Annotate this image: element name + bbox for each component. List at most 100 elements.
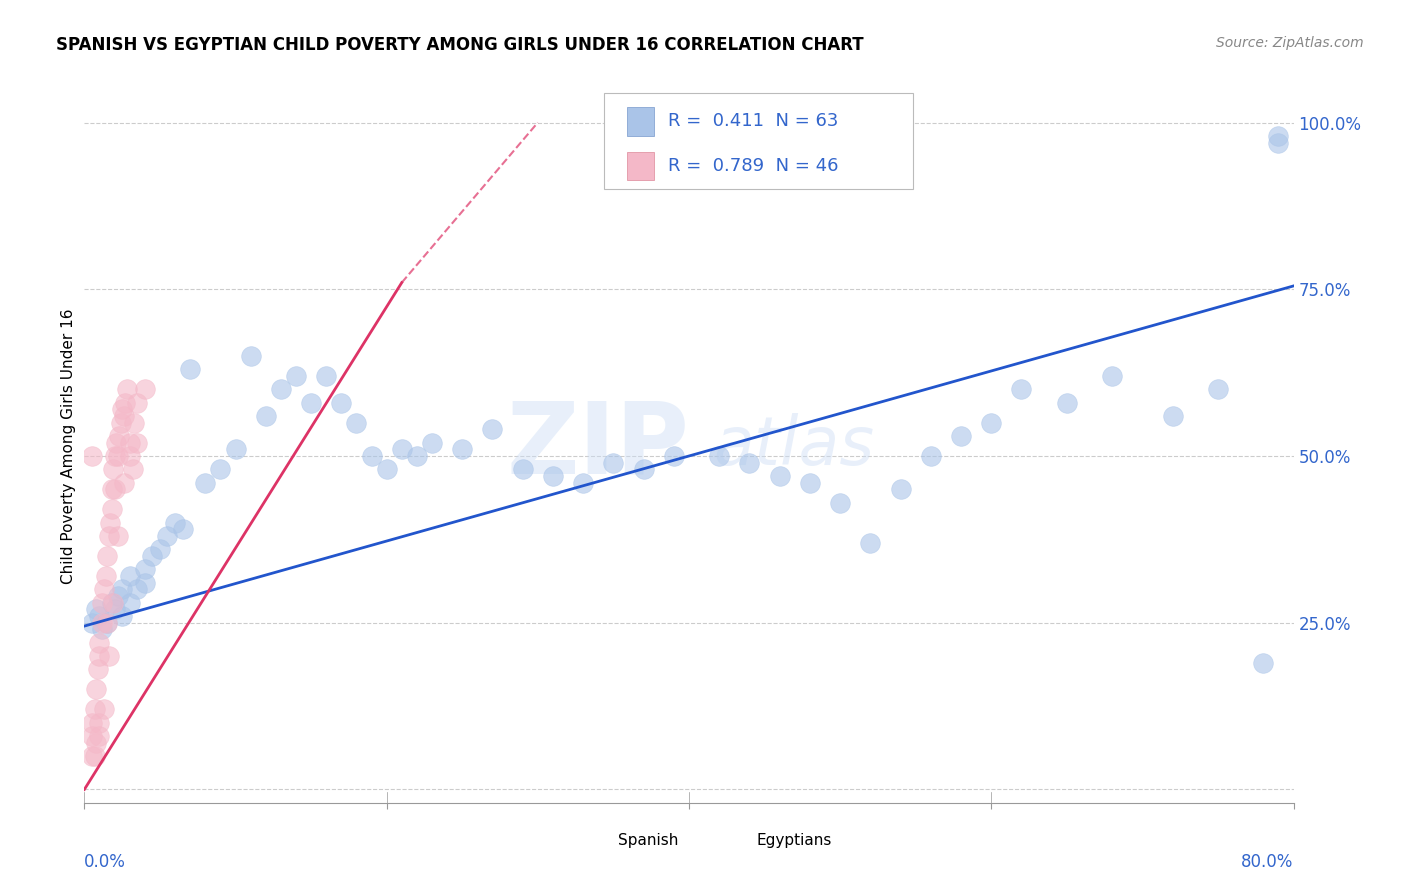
Point xyxy=(134,382,156,396)
Point xyxy=(80,715,103,730)
Point xyxy=(115,382,138,396)
Point xyxy=(1206,382,1229,396)
Point xyxy=(141,549,163,563)
Point xyxy=(1011,382,1033,396)
Point xyxy=(1267,128,1289,143)
Y-axis label: Child Poverty Among Girls Under 16: Child Poverty Among Girls Under 16 xyxy=(60,309,76,583)
Point xyxy=(94,569,117,583)
Point xyxy=(105,435,128,450)
Point xyxy=(101,596,124,610)
Point xyxy=(80,449,103,463)
Point xyxy=(97,649,120,664)
Point xyxy=(633,462,655,476)
Point xyxy=(89,636,111,650)
Point xyxy=(93,582,115,597)
FancyBboxPatch shape xyxy=(586,826,607,849)
Point xyxy=(89,729,111,743)
Point xyxy=(100,502,122,516)
Point xyxy=(100,483,122,497)
Point xyxy=(122,416,145,430)
FancyBboxPatch shape xyxy=(627,107,654,136)
Point xyxy=(769,469,792,483)
Point xyxy=(80,729,103,743)
FancyBboxPatch shape xyxy=(627,152,654,180)
Point xyxy=(980,416,1002,430)
Point xyxy=(112,475,135,490)
Point xyxy=(96,549,118,563)
Point xyxy=(87,662,110,676)
Point xyxy=(89,715,111,730)
Point xyxy=(1161,409,1184,423)
Point xyxy=(254,409,277,423)
Point xyxy=(101,462,124,476)
Point xyxy=(86,736,108,750)
Point xyxy=(104,449,127,463)
Point xyxy=(920,449,942,463)
Point xyxy=(93,702,115,716)
Text: Spanish: Spanish xyxy=(617,833,678,848)
Point xyxy=(156,529,179,543)
Point xyxy=(662,449,685,463)
Point xyxy=(375,462,398,476)
Point xyxy=(165,516,187,530)
Point xyxy=(114,395,136,409)
Point xyxy=(111,609,134,624)
Point xyxy=(118,596,141,610)
Point xyxy=(1101,368,1123,383)
Point xyxy=(89,649,111,664)
Point xyxy=(1253,656,1275,670)
Text: 0.0%: 0.0% xyxy=(84,853,127,871)
Point xyxy=(80,749,103,764)
FancyBboxPatch shape xyxy=(605,93,912,189)
Point xyxy=(950,429,973,443)
Text: SPANISH VS EGYPTIAN CHILD POVERTY AMONG GIRLS UNDER 16 CORRELATION CHART: SPANISH VS EGYPTIAN CHILD POVERTY AMONG … xyxy=(56,36,863,54)
Point xyxy=(194,475,217,490)
Point xyxy=(96,615,118,630)
Point xyxy=(738,456,761,470)
Point xyxy=(209,462,232,476)
Point xyxy=(91,623,114,637)
Point xyxy=(97,529,120,543)
Text: R =  0.411  N = 63: R = 0.411 N = 63 xyxy=(668,112,839,130)
Point xyxy=(541,469,564,483)
Point xyxy=(602,456,624,470)
Point xyxy=(100,596,122,610)
Point xyxy=(80,615,103,630)
Point xyxy=(225,442,247,457)
Point xyxy=(270,382,292,396)
Point xyxy=(98,516,121,530)
Text: atlas: atlas xyxy=(713,413,875,479)
Point xyxy=(179,362,201,376)
Point xyxy=(86,682,108,697)
Text: Egyptians: Egyptians xyxy=(756,833,832,848)
Point xyxy=(86,602,108,616)
Text: 80.0%: 80.0% xyxy=(1241,853,1294,871)
Point xyxy=(299,395,322,409)
Point xyxy=(118,449,141,463)
Point xyxy=(107,529,129,543)
Point xyxy=(118,569,141,583)
Point xyxy=(110,416,132,430)
Point xyxy=(96,615,118,630)
Point xyxy=(89,609,111,624)
Point xyxy=(91,596,114,610)
Point xyxy=(360,449,382,463)
Point xyxy=(118,435,141,450)
Point xyxy=(285,368,308,383)
Point xyxy=(111,402,134,417)
Point xyxy=(121,462,143,476)
Point xyxy=(709,449,731,463)
Point xyxy=(134,575,156,590)
Point xyxy=(172,522,194,536)
Point xyxy=(134,562,156,576)
Point xyxy=(1267,136,1289,150)
Point xyxy=(406,449,429,463)
Point xyxy=(239,349,262,363)
Point xyxy=(108,429,131,443)
Point xyxy=(91,615,114,630)
Point xyxy=(830,496,852,510)
FancyBboxPatch shape xyxy=(725,826,747,849)
Point xyxy=(111,582,134,597)
Point xyxy=(107,589,129,603)
Point xyxy=(346,416,368,430)
